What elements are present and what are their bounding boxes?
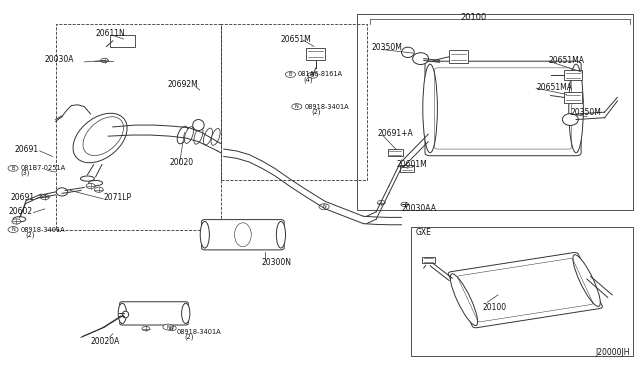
Text: B: B	[12, 166, 15, 171]
Circle shape	[292, 104, 302, 110]
Ellipse shape	[569, 64, 583, 153]
Bar	[388, 149, 403, 157]
Text: 08918-3401A: 08918-3401A	[20, 227, 65, 232]
Circle shape	[94, 187, 103, 192]
Text: 20100: 20100	[460, 13, 486, 22]
Bar	[564, 70, 582, 80]
Text: 20601M: 20601M	[396, 160, 428, 169]
Circle shape	[308, 72, 317, 78]
FancyBboxPatch shape	[120, 302, 188, 325]
Ellipse shape	[204, 128, 212, 145]
Text: 2071LP: 2071LP	[103, 193, 131, 202]
Circle shape	[8, 227, 18, 232]
Ellipse shape	[401, 47, 414, 58]
Text: 20020A: 20020A	[90, 337, 120, 346]
Circle shape	[86, 183, 95, 189]
Text: N: N	[170, 326, 173, 331]
Ellipse shape	[118, 303, 127, 324]
Text: 20651M: 20651M	[281, 35, 312, 44]
Circle shape	[100, 58, 108, 62]
Text: 20651MA: 20651MA	[548, 56, 585, 65]
Circle shape	[163, 324, 173, 330]
Text: 081B7-0251A: 081B7-0251A	[20, 165, 66, 171]
Bar	[399, 165, 413, 171]
Ellipse shape	[413, 53, 429, 64]
Circle shape	[378, 201, 385, 205]
Ellipse shape	[276, 221, 285, 248]
Circle shape	[142, 326, 150, 331]
Text: 20020: 20020	[170, 157, 194, 167]
Text: (2): (2)	[312, 109, 321, 115]
Bar	[109, 35, 135, 47]
Ellipse shape	[563, 113, 579, 125]
Bar	[422, 257, 435, 263]
Text: N: N	[322, 204, 326, 209]
Circle shape	[285, 71, 296, 77]
Ellipse shape	[200, 221, 209, 248]
Text: 08918-3401A: 08918-3401A	[305, 104, 349, 110]
Bar	[449, 50, 468, 63]
FancyBboxPatch shape	[425, 61, 581, 156]
Text: B: B	[311, 73, 314, 78]
Ellipse shape	[13, 217, 26, 222]
Text: 20300N: 20300N	[262, 257, 292, 267]
Text: N: N	[166, 324, 170, 330]
Text: 081A6-8161A: 081A6-8161A	[298, 71, 343, 77]
Bar	[56, 23, 221, 230]
Ellipse shape	[89, 180, 102, 186]
Bar	[307, 48, 325, 60]
Text: 20030A: 20030A	[45, 55, 74, 64]
Bar	[564, 92, 582, 103]
Ellipse shape	[56, 188, 68, 196]
Ellipse shape	[193, 119, 204, 131]
Text: (3): (3)	[20, 170, 30, 176]
Circle shape	[12, 219, 20, 224]
Ellipse shape	[573, 255, 600, 307]
Text: 20100: 20100	[483, 302, 507, 312]
Ellipse shape	[194, 128, 203, 144]
Ellipse shape	[73, 113, 127, 163]
Circle shape	[8, 165, 18, 171]
Text: (2): (2)	[184, 333, 194, 340]
Text: 20030AA: 20030AA	[401, 203, 436, 213]
Text: (4): (4)	[303, 76, 313, 83]
Ellipse shape	[182, 303, 190, 324]
Text: 20350M: 20350M	[570, 108, 601, 118]
Ellipse shape	[211, 128, 220, 145]
Text: 20691+A: 20691+A	[378, 129, 413, 138]
Bar	[357, 14, 633, 210]
Ellipse shape	[81, 176, 94, 181]
Text: 20691: 20691	[11, 193, 35, 202]
Ellipse shape	[122, 311, 129, 318]
Text: 20651MA: 20651MA	[536, 83, 572, 92]
FancyBboxPatch shape	[448, 253, 602, 328]
Text: GXE: GXE	[415, 228, 431, 237]
Ellipse shape	[423, 64, 437, 153]
Ellipse shape	[184, 127, 193, 144]
Circle shape	[167, 326, 176, 331]
Text: 20602: 20602	[8, 207, 32, 217]
Text: 20691: 20691	[14, 145, 38, 154]
Text: 08918-3401A: 08918-3401A	[176, 329, 221, 335]
Ellipse shape	[177, 126, 188, 144]
Text: N: N	[12, 227, 15, 232]
Text: J20000JH: J20000JH	[595, 349, 630, 357]
Text: N: N	[295, 104, 299, 109]
FancyBboxPatch shape	[202, 219, 284, 250]
Text: 20350M: 20350M	[371, 43, 402, 52]
Circle shape	[319, 204, 329, 210]
Circle shape	[401, 202, 408, 207]
Text: 20611N: 20611N	[95, 29, 125, 38]
Bar	[411, 227, 633, 356]
Text: (2): (2)	[26, 231, 35, 238]
Bar	[221, 23, 367, 180]
Ellipse shape	[451, 274, 477, 326]
Circle shape	[40, 195, 49, 200]
Text: 20692M: 20692M	[168, 80, 199, 89]
Text: B: B	[289, 72, 292, 77]
